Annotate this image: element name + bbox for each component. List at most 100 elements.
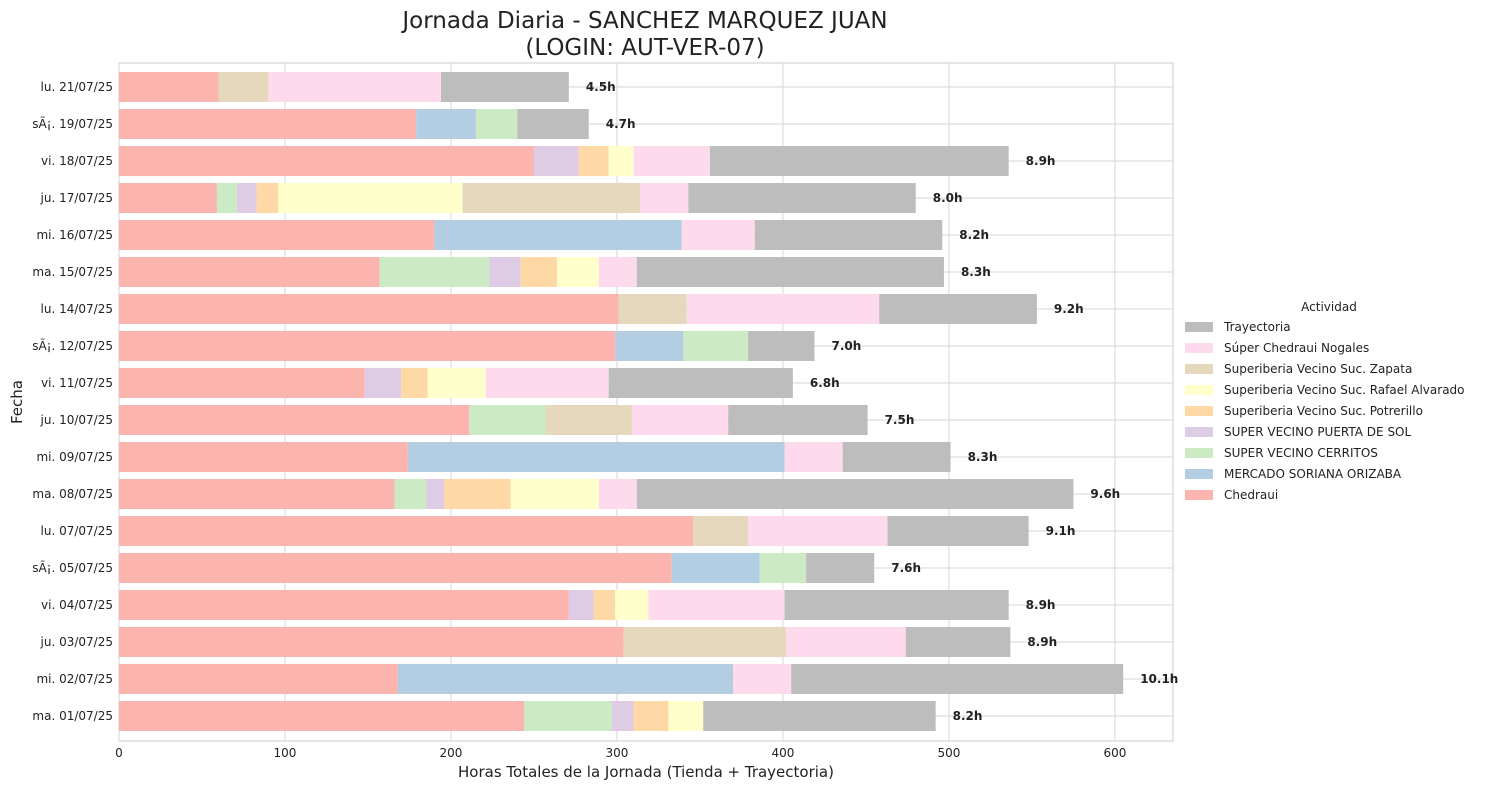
bar-segment [618, 294, 687, 324]
bar-segment [119, 257, 380, 287]
bar-segment [462, 183, 641, 213]
bar-segment [401, 368, 428, 398]
bar-segment [681, 220, 755, 250]
bar-segment [615, 331, 684, 361]
y-tick-label: sÃ¡. 19/07/25 [32, 116, 113, 131]
bar-segment [686, 294, 880, 324]
bar-total-label: 8.9h [1027, 635, 1057, 649]
bar-segment [545, 405, 632, 435]
bar-total-label: 8.3h [968, 450, 998, 464]
legend-swatch [1185, 406, 1213, 416]
y-tick-label: ju. 03/07/25 [40, 635, 113, 649]
x-tick-label: 400 [771, 746, 794, 760]
bar-segment [119, 553, 672, 583]
bar-segment [709, 146, 1009, 176]
bar-segment [379, 257, 490, 287]
legend-entry-label: Trayectoria [1223, 320, 1291, 334]
bar-segment [608, 368, 793, 398]
x-tick-label: 200 [440, 746, 463, 760]
bar-segment [119, 294, 619, 324]
legend-swatch [1185, 490, 1213, 500]
bar-segment [119, 516, 694, 546]
x-tick-label: 0 [115, 746, 123, 760]
legend-entry-label: SUPER VECINO PUERTA DE SOL [1224, 425, 1412, 439]
y-tick-label: ma. 08/07/25 [32, 487, 113, 501]
bar-segment [427, 368, 486, 398]
bar-segment [733, 664, 792, 694]
legend-swatch [1185, 427, 1213, 437]
legend-entry-label: Superiberia Vecino Suc. Rafael Alvarado [1224, 383, 1465, 397]
bar-segment [633, 701, 669, 731]
bar-segment [759, 553, 807, 583]
bar-segment [364, 368, 402, 398]
bar-total-label: 8.9h [1026, 154, 1056, 168]
bar-segment [119, 220, 435, 250]
bar-segment [475, 109, 518, 139]
chart-subtitle: (LOGIN: AUT-VER-07) [525, 35, 764, 61]
bar-segment [119, 590, 569, 620]
y-tick-label: sÃ¡. 05/07/25 [32, 560, 113, 575]
bar-total-label: 8.2h [959, 228, 989, 242]
bar-segment [278, 183, 463, 213]
bar-segment [784, 442, 843, 472]
chart-title: Jornada Diaria - SANCHEZ MARQUEZ JUAN [400, 8, 887, 34]
bar-segment [416, 109, 476, 139]
bar-total-label: 9.6h [1090, 487, 1120, 501]
bar-segment [842, 442, 951, 472]
bar-segment [119, 331, 616, 361]
y-tick-label: lu. 14/07/25 [41, 302, 113, 316]
bar-total-label: 6.8h [810, 376, 840, 390]
bar-segment [728, 405, 868, 435]
bar-segment [119, 442, 408, 472]
legend-entry-label: Súper Chedraui Nogales [1224, 341, 1369, 355]
y-tick-label: mi. 16/07/25 [36, 228, 113, 242]
legend-title: Actividad [1301, 300, 1357, 314]
bar-segment [236, 183, 257, 213]
bar-segment [683, 331, 749, 361]
y-tick-label: lu. 21/07/25 [41, 80, 113, 94]
bar-segment [444, 479, 511, 509]
bars-layer [119, 72, 1124, 731]
bar-segment [407, 442, 785, 472]
bar-segment [119, 72, 219, 102]
legend-swatch [1185, 448, 1213, 458]
bar-segment [593, 590, 616, 620]
bar-total-label: 8.9h [1026, 598, 1056, 612]
bar-segment [905, 627, 1011, 657]
bar-total-label: 7.0h [831, 339, 861, 353]
bar-segment [517, 109, 589, 139]
bar-segment [119, 701, 525, 731]
bar-segment [510, 479, 599, 509]
legend-swatch [1185, 322, 1213, 332]
bar-total-label: 8.0h [933, 191, 963, 205]
legend-entry-label: Superiberia Vecino Suc. Zapata [1224, 362, 1412, 376]
bar-segment [119, 664, 398, 694]
bar-segment [568, 590, 594, 620]
legend-swatch [1185, 469, 1213, 479]
bar-segment [791, 664, 1124, 694]
bar-segment [557, 257, 599, 287]
bar-total-label: 9.2h [1054, 302, 1084, 316]
y-tick-label: vi. 11/07/25 [41, 376, 113, 390]
bar-segment [636, 479, 1074, 509]
x-tick-label: 100 [274, 746, 297, 760]
bar-segment [693, 516, 749, 546]
legend-entry-label: MERCADO SORIANA ORIZABA [1224, 467, 1402, 481]
bar-segment [748, 331, 815, 361]
bar-segment [688, 183, 916, 213]
bar-segment [748, 516, 888, 546]
bar-total-label: 10.1h [1140, 672, 1178, 686]
bar-segment [623, 627, 787, 657]
axis-layer: 0 100 200 300 400 500 600 lu. 21/07/25 sÃ¡. 19/0… [32, 80, 1126, 760]
y-tick-label: lu. 07/07/25 [41, 524, 113, 538]
x-axis-label: Horas Totales de la Jornada (Tienda + Tr… [458, 763, 834, 781]
bar-segment [119, 627, 624, 657]
bar-segment [434, 220, 682, 250]
y-axis-label: Fecha [8, 380, 26, 424]
bar-segment [520, 257, 558, 287]
bar-segment [671, 553, 760, 583]
y-tick-label: vi. 04/07/25 [41, 598, 113, 612]
y-tick-label: ju. 17/07/25 [40, 191, 113, 205]
